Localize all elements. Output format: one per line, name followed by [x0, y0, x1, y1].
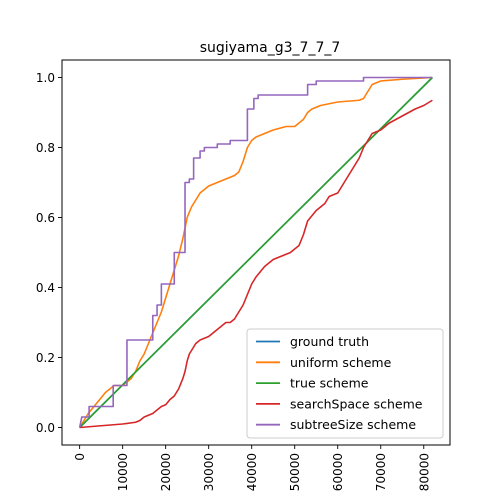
- legend-label: subtreeSize scheme: [290, 417, 416, 432]
- y-tick-label: 1.0: [36, 71, 55, 85]
- x-tick-label: 60000: [331, 453, 345, 491]
- x-tick-label: 50000: [288, 453, 302, 491]
- series-line-subtreesize-scheme: [78, 76, 433, 428]
- x-tick-label: 20000: [159, 453, 173, 491]
- legend-label: uniform scheme: [290, 355, 392, 370]
- axes-layer: 0 10000 20000 30000 40000 50000 60000 70000 8000…: [36, 59, 451, 491]
- series-line-true-scheme: [79, 76, 433, 429]
- legend-label: true scheme: [290, 376, 369, 391]
- legend-label: ground truth: [290, 334, 369, 349]
- legend-label: searchSpace scheme: [290, 396, 423, 411]
- x-tick-label: 70000: [374, 453, 388, 491]
- x-tick-label: 30000: [202, 453, 216, 491]
- y-tick-label: 0.2: [36, 351, 55, 365]
- y-tick-label: 0.4: [36, 281, 55, 295]
- plot-frame: [61, 59, 451, 446]
- x-tick-label: 80000: [417, 453, 431, 491]
- y-tick-label: 0.8: [36, 141, 55, 155]
- x-tick-label: 10000: [116, 453, 130, 491]
- x-tick-label: 0: [73, 453, 87, 461]
- legend-box: [246, 328, 444, 439]
- series-layer: [78, 76, 433, 429]
- y-tick-label: 0.0: [36, 421, 55, 435]
- x-tick-label: 40000: [245, 453, 259, 491]
- legend: ground truth uniform scheme true scheme sea…: [246, 328, 444, 439]
- y-tick-label: 0.6: [36, 211, 55, 225]
- chart-title: sugiyama_g3_7_7_7: [200, 40, 341, 56]
- series-line-searchspace-scheme: [79, 99, 433, 429]
